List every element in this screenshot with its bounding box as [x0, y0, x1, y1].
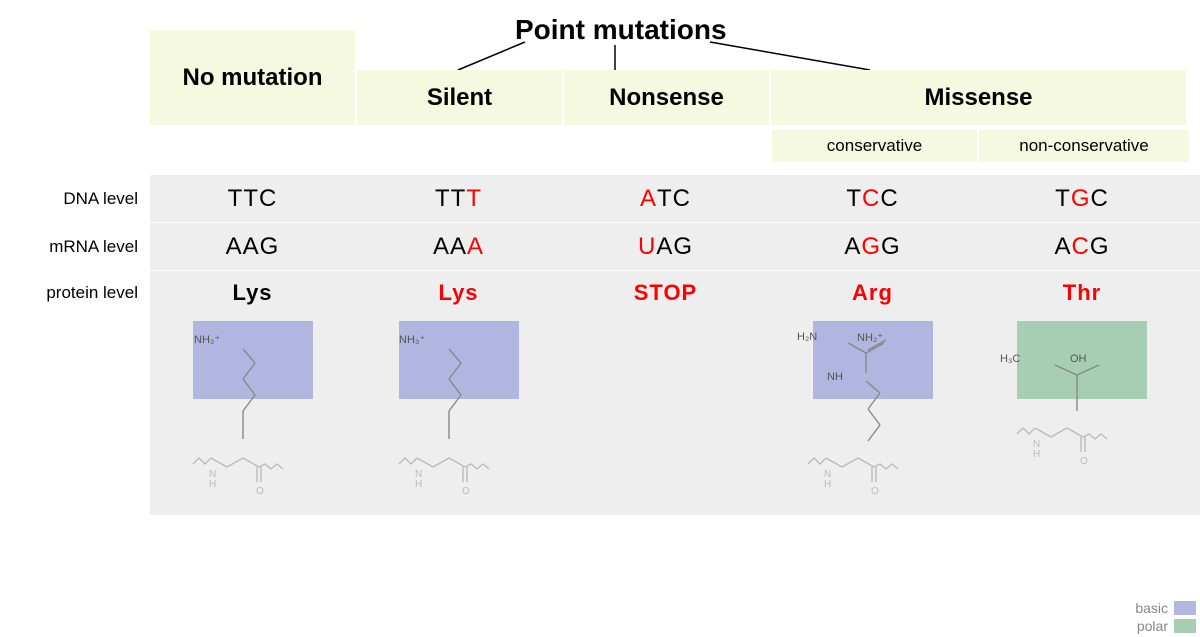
codon-letter: A: [450, 233, 467, 261]
protein-cell: Lys: [355, 271, 562, 315]
codon-letter: C: [1091, 185, 1109, 213]
row-label-mrna: mRNA level: [10, 237, 150, 257]
codon-letter: G: [881, 233, 901, 261]
header-no-mutation: No mutation: [150, 30, 355, 125]
protein-cells: LysLysSTOPArgThr: [150, 271, 1200, 315]
protein-cell: Lys: [150, 271, 355, 315]
nh3-label: NH₃⁺: [399, 333, 425, 346]
threonine-icon: N H O: [1007, 321, 1157, 511]
codon-cell: TTT: [355, 175, 562, 222]
dna-row: DNA level TTCTTTATCTCCTGC: [10, 175, 1200, 223]
codon-letter: T: [657, 185, 673, 213]
codon-letter: C: [259, 185, 277, 213]
codon-letter: A: [1054, 233, 1071, 261]
svg-text:H: H: [1033, 449, 1040, 460]
structure-cell: N H O H₂N NH₂⁺ NH: [769, 321, 976, 515]
structure-cell: N H O H₃C OH: [976, 321, 1188, 515]
protein-cell: Thr: [976, 271, 1188, 315]
legend: basic polar: [1135, 599, 1196, 635]
header-silent: Silent: [357, 70, 562, 125]
codon-cell: AGG: [769, 223, 976, 270]
codon-letter: U: [638, 233, 656, 261]
lysine-icon: N H O: [389, 321, 529, 511]
svg-text:O: O: [462, 486, 470, 497]
nh3-label: NH₃⁺: [194, 333, 220, 346]
legend-polar: polar: [1135, 617, 1196, 635]
arginine-icon: N H O: [798, 321, 948, 511]
codon-letter: C: [673, 185, 691, 213]
codon-letter: A: [640, 185, 657, 213]
svg-text:O: O: [871, 486, 879, 497]
structure-cell: N H O NH₃⁺: [355, 321, 562, 515]
codon-letter: T: [435, 185, 451, 213]
legend-basic-swatch: [1174, 601, 1196, 615]
codon-cell: TTC: [150, 175, 355, 222]
svg-text:O: O: [256, 486, 264, 497]
codon-letter: G: [673, 233, 693, 261]
structure-cell: [562, 321, 769, 515]
codon-letter: A: [656, 233, 673, 261]
codon-cell: TCC: [769, 175, 976, 222]
legend-basic: basic: [1135, 599, 1196, 617]
svg-text:H: H: [209, 479, 216, 490]
codon-letter: A: [433, 233, 450, 261]
protein-row: protein level LysLysSTOPArgThr: [10, 271, 1200, 315]
codon-letter: T: [228, 185, 244, 213]
structure-cells: N H O NH₃⁺ N H: [150, 315, 1200, 515]
codon-letter: A: [467, 233, 484, 261]
header-row: No mutation Silent Nonsense Missense: [150, 70, 1200, 125]
svg-text:H: H: [824, 479, 831, 490]
protein-cell: Arg: [769, 271, 976, 315]
svg-text:O: O: [1080, 456, 1088, 467]
header-missense: Missense: [771, 70, 1186, 125]
nh-label: NH: [827, 371, 843, 383]
structure-row: N H O NH₃⁺ N H: [10, 315, 1200, 515]
codon-letter: A: [243, 233, 260, 261]
lysine-icon: N H O: [183, 321, 323, 511]
codon-letter: T: [243, 185, 259, 213]
codon-cell: AAG: [150, 223, 355, 270]
codon-letter: A: [226, 233, 243, 261]
codon-letter: C: [862, 185, 880, 213]
codon-cell: UAG: [562, 223, 769, 270]
codon-letter: T: [466, 185, 482, 213]
dna-cells: TTCTTTATCTCCTGC: [150, 175, 1200, 223]
structure-cell: N H O NH₃⁺: [150, 321, 355, 515]
codon-cell: ACG: [976, 223, 1188, 270]
codon-letter: T: [451, 185, 467, 213]
codon-letter: T: [1055, 185, 1071, 213]
subheader-non-conservative: non-conservative: [979, 130, 1189, 162]
row-label-dna: DNA level: [10, 189, 150, 209]
codon-cell: AAA: [355, 223, 562, 270]
h3c-label: H₃C: [1000, 353, 1020, 365]
codon-letter: C: [880, 185, 898, 213]
codon-cell: TGC: [976, 175, 1188, 222]
sub-header-row: conservative non-conservative: [772, 130, 1192, 162]
diagram-container: Point mutations No mutation Silent Nonse…: [0, 0, 1200, 637]
mrna-cells: AAGAAAUAGAGGACG: [150, 223, 1200, 271]
row-label-protein: protein level: [10, 283, 150, 303]
legend-polar-label: polar: [1137, 618, 1168, 634]
svg-text:H: H: [415, 479, 422, 490]
header-area: Point mutations No mutation Silent Nonse…: [150, 10, 1200, 165]
protein-cell: STOP: [562, 271, 769, 315]
codon-letter: G: [1071, 185, 1091, 213]
codon-letter: A: [844, 233, 861, 261]
codon-letter: T: [846, 185, 862, 213]
codon-letter: C: [1072, 233, 1090, 261]
h2n-label: H₂N: [797, 331, 817, 343]
codon-letter: G: [260, 233, 280, 261]
legend-basic-label: basic: [1135, 600, 1168, 616]
nh2-label: NH₂⁺: [857, 331, 883, 344]
table-area: DNA level TTCTTTATCTCCTGC mRNA level AAG…: [10, 175, 1200, 515]
codon-cell: ATC: [562, 175, 769, 222]
oh-label: OH: [1070, 353, 1087, 365]
header-nonsense: Nonsense: [564, 70, 769, 125]
codon-letter: G: [861, 233, 881, 261]
codon-letter: G: [1090, 233, 1110, 261]
legend-polar-swatch: [1174, 619, 1196, 633]
subheader-conservative: conservative: [772, 130, 977, 162]
mrna-row: mRNA level AAGAAAUAGAGGACG: [10, 223, 1200, 271]
